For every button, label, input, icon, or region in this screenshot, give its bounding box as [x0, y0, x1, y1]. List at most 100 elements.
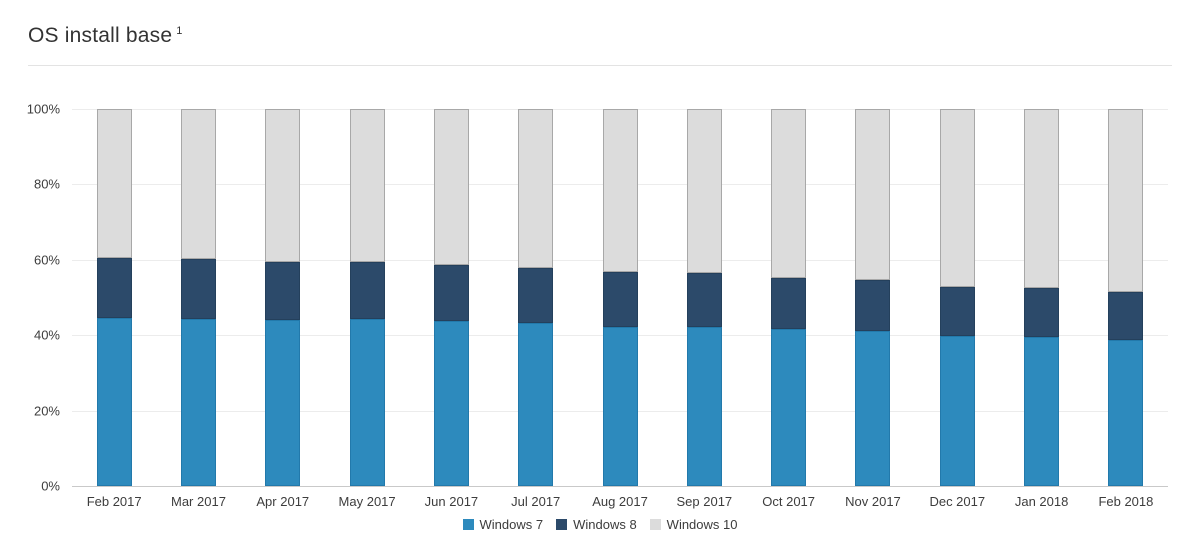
- bar-may-2017: [349, 109, 385, 486]
- bar-segment-windows-10: [855, 109, 891, 280]
- x-tick-label-jan-2018: Jan 2018: [1014, 494, 1069, 509]
- legend-swatch-windows-10: [649, 519, 661, 530]
- bar-slot-jan-2018: [999, 109, 1083, 486]
- bar-segment-windows-7: [686, 326, 722, 486]
- bar-slot-oct-2017: [747, 109, 831, 486]
- bar-segment-windows-8: [686, 273, 722, 327]
- bar-aug-2017: [602, 109, 638, 486]
- legend-label: Windows 7: [479, 517, 544, 532]
- x-tick-label-apr-2017: Apr 2017: [256, 494, 310, 509]
- bar-segment-windows-7: [518, 322, 554, 486]
- bar-segment-windows-7: [265, 320, 301, 486]
- bar-slot-mar-2017: [156, 109, 240, 486]
- bar-segment-windows-8: [771, 277, 807, 330]
- bar-oct-2017: [771, 109, 807, 486]
- bar-jul-2017: [518, 109, 554, 486]
- bar-jun-2017: [433, 109, 469, 486]
- bar-segment-windows-8: [265, 262, 301, 321]
- header-divider: [28, 65, 1172, 66]
- bar-segment-windows-7: [96, 318, 132, 486]
- legend-swatch-windows-7: [462, 519, 474, 530]
- bar-slot-jul-2017: [494, 109, 578, 486]
- x-tick-label-oct-2017: Oct 2017: [762, 494, 816, 509]
- bar-slot-feb-2018: [1084, 109, 1168, 486]
- bar-jan-2018: [1024, 109, 1060, 486]
- bar-segment-windows-8: [1108, 291, 1144, 340]
- bar-segment-windows-8: [518, 267, 554, 323]
- bar-feb-2018: [1108, 109, 1144, 486]
- bar-slot-feb-2017: [72, 109, 156, 486]
- x-tick-label-jun-2017: Jun 2017: [424, 494, 479, 509]
- bar-segment-windows-10: [686, 109, 722, 274]
- y-axis: 100% 80% 60% 40% 20% 0%: [0, 102, 60, 494]
- bar-segment-windows-7: [602, 326, 638, 486]
- bar-segment-windows-8: [939, 286, 975, 336]
- x-tick-label-mar-2017: Mar 2017: [171, 494, 226, 509]
- bar-segment-windows-10: [602, 109, 638, 272]
- y-tick-label: 60%: [33, 252, 60, 268]
- x-tick-label-jul-2017: Jul 2017: [511, 494, 561, 509]
- bar-slot-may-2017: [325, 109, 409, 486]
- bar-segment-windows-7: [180, 318, 216, 486]
- x-tick-label-feb-2017: Feb 2017: [86, 494, 142, 509]
- y-tick-label: 100%: [26, 101, 60, 117]
- bar-segment-windows-8: [602, 271, 638, 327]
- y-tick-label: 40%: [33, 327, 60, 343]
- legend-item-windows-8: Windows 8: [556, 517, 637, 532]
- legend-item-windows-10: Windows 10: [649, 517, 738, 532]
- bar-segment-windows-7: [771, 329, 807, 486]
- legend-item-windows-7: Windows 7: [462, 517, 544, 532]
- bar-segment-windows-10: [939, 109, 975, 287]
- bar-slot-nov-2017: [831, 109, 915, 486]
- bar-segment-windows-7: [939, 335, 975, 486]
- bar-segment-windows-8: [855, 279, 891, 332]
- page-title: OS install base 1: [28, 24, 183, 48]
- y-tick-label: 20%: [33, 403, 60, 419]
- bar-nov-2017: [855, 109, 891, 486]
- x-tick-label-sep-2017: Sep 2017: [676, 494, 733, 509]
- x-axis: Feb 2017 Mar 2017 Apr 2017 May 2017 Jun 2017…: [72, 494, 1168, 509]
- x-tick-label-feb-2018: Feb 2018: [1098, 494, 1154, 509]
- bar-segment-windows-8: [433, 265, 469, 321]
- bar-slot-aug-2017: [578, 109, 662, 486]
- bar-slot-jun-2017: [409, 109, 493, 486]
- bar-segment-windows-10: [265, 109, 301, 263]
- y-tick-label: 80%: [33, 176, 60, 192]
- chart-legend: Windows 7 Windows 8 Windows 10: [0, 517, 1200, 532]
- y-tick-label: 0%: [41, 478, 60, 494]
- bar-segment-windows-8: [349, 262, 385, 319]
- bar-slot-apr-2017: [241, 109, 325, 486]
- bar-mar-2017: [180, 109, 216, 486]
- bar-segment-windows-7: [855, 331, 891, 486]
- bar-segment-windows-8: [1024, 288, 1060, 337]
- title-footnote-superscript: 1: [176, 25, 183, 37]
- gridline: [72, 486, 1168, 487]
- x-tick-label-dec-2017: Dec 2017: [929, 494, 986, 509]
- bars-container: [72, 109, 1168, 486]
- bar-sep-2017: [686, 109, 722, 486]
- plot-area: [72, 109, 1168, 487]
- bar-segment-windows-10: [180, 109, 216, 260]
- bar-segment-windows-8: [180, 259, 216, 319]
- bar-segment-windows-8: [96, 257, 132, 319]
- bar-segment-windows-10: [96, 109, 132, 258]
- bar-slot-sep-2017: [662, 109, 746, 486]
- bar-segment-windows-10: [1024, 109, 1060, 289]
- bar-segment-windows-10: [433, 109, 469, 266]
- bar-feb-2017: [96, 109, 132, 486]
- page-title-text: OS install base: [28, 24, 173, 47]
- x-tick-label-aug-2017: Aug 2017: [592, 494, 648, 509]
- bar-apr-2017: [265, 109, 301, 486]
- bar-dec-2017: [939, 109, 975, 486]
- bar-slot-dec-2017: [915, 109, 999, 486]
- x-tick-label-may-2017: May 2017: [338, 494, 396, 509]
- bar-segment-windows-10: [518, 109, 554, 268]
- legend-label: Windows 10: [666, 517, 738, 532]
- x-tick-label-nov-2017: Nov 2017: [845, 494, 901, 509]
- bar-segment-windows-10: [1108, 109, 1144, 292]
- bar-segment-windows-10: [771, 109, 807, 278]
- legend-label: Windows 8: [573, 517, 637, 532]
- legend-swatch-windows-8: [556, 519, 568, 530]
- bar-segment-windows-7: [349, 318, 385, 486]
